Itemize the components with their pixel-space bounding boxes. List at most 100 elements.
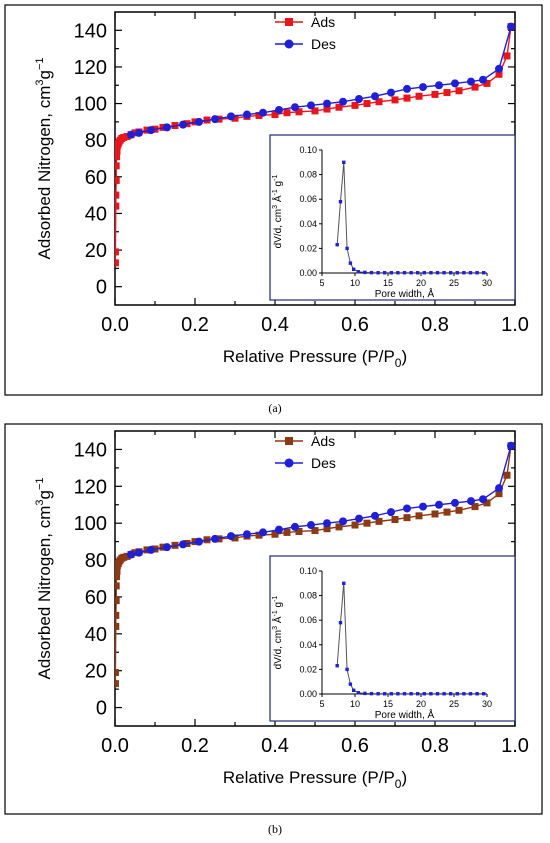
- x-tick-label: 0.6: [341, 735, 369, 757]
- data-point-des: [387, 88, 395, 97]
- inset-data-point: [348, 682, 353, 686]
- x-tick-label: 0.4: [261, 735, 289, 757]
- inset-data-point: [402, 692, 407, 696]
- data-point-des: [179, 540, 187, 549]
- legend-label-des: Des: [311, 36, 336, 52]
- data-point-des: [323, 99, 331, 108]
- data-point-ads: [271, 111, 279, 119]
- data-point-ads: [503, 52, 511, 60]
- inset-data-point: [442, 271, 446, 275]
- data-point-ads: [255, 111, 263, 119]
- y-tick-label: 0: [96, 698, 107, 720]
- data-point-ads: [283, 109, 291, 117]
- data-point-des: [227, 112, 235, 121]
- inset-data-point: [475, 271, 479, 275]
- data-point-des: [495, 484, 503, 493]
- data-point-des: [307, 101, 315, 110]
- inset-data-point: [442, 692, 446, 696]
- data-point-des: [323, 519, 331, 528]
- data-point-ads: [115, 573, 121, 581]
- data-point-des: [179, 120, 187, 129]
- data-point-des: [307, 521, 315, 530]
- inset-data-point: [475, 692, 479, 696]
- y-tick-label: 120: [74, 476, 107, 498]
- panel-a: 0.0 0.2 0.4 0.6 0.8 1.0020406080100120140Rela…: [4, 4, 543, 415]
- x-axis-title-subscript: 0: [395, 777, 402, 791]
- data-point-ads: [283, 528, 291, 536]
- inset-y-tick-label: 0.06: [299, 615, 317, 625]
- inset-y-axis-title-unit: Å: [271, 195, 284, 205]
- x-axis-title-suffix: ): [401, 768, 407, 787]
- inset-data-point: [482, 271, 486, 275]
- x-tick-label: 0.2: [181, 314, 209, 336]
- y-tick-label: 60: [85, 587, 107, 609]
- plot-content: [115, 441, 515, 688]
- data-point-des: [243, 530, 251, 539]
- data-point-ads: [391, 96, 399, 104]
- y-tick-label: 100: [74, 513, 107, 535]
- inset-data-point: [342, 160, 346, 164]
- data-point-ads: [335, 103, 343, 111]
- inset-data-point: [468, 271, 473, 275]
- data-point-des: [163, 123, 171, 132]
- data-point-des: [259, 528, 267, 537]
- inset-data-point: [376, 271, 380, 275]
- inset-y-tick-label: 0.02: [299, 243, 317, 253]
- y-axis-title-unit: g: [35, 70, 54, 79]
- inset-data-point: [351, 267, 356, 272]
- x-tick-label: 0.2: [181, 735, 209, 757]
- x-tick-label: 0.6: [341, 314, 369, 336]
- data-point-ads: [483, 79, 491, 87]
- data-point-des: [211, 115, 219, 124]
- inset-y-tick-label: 0.10: [299, 145, 317, 155]
- data-point-des: [339, 517, 347, 526]
- legend-marker-ads: [285, 437, 293, 445]
- x-axis-title-text: Relative Pressure (P/P: [223, 768, 395, 787]
- data-point-ads: [115, 567, 121, 575]
- inset-data-point: [351, 688, 356, 693]
- data-point-des: [451, 79, 459, 88]
- data-point-des: [435, 500, 443, 509]
- data-point-ads: [335, 523, 343, 531]
- y-tick-label: 100: [74, 94, 107, 116]
- y-axis-title-sup: 3: [34, 500, 46, 506]
- data-point-ads: [455, 87, 463, 95]
- data-point-ads: [231, 534, 239, 542]
- data-point-des: [291, 103, 299, 112]
- plot-content: [115, 22, 515, 267]
- data-point-ads: [115, 622, 120, 630]
- inset-chart: 5 10 15 20 25 30 0.00 0.02 0.04 0.06 0.08 0.10 Pore …: [271, 566, 492, 721]
- data-point-des: [195, 537, 203, 546]
- inset-data-point: [429, 692, 433, 696]
- data-point-ads: [115, 597, 120, 605]
- x-axis-title-suffix: ): [401, 347, 407, 366]
- data-point-ads: [403, 94, 411, 102]
- inset-y-tick-label: 0.00: [299, 689, 317, 699]
- data-point-des: [451, 498, 459, 507]
- inset-data-point: [396, 692, 400, 696]
- data-point-ads: [363, 519, 371, 527]
- inset-y-axis-title-unit: g: [273, 602, 284, 610]
- y-tick-label: 120: [74, 57, 107, 79]
- panel-caption: (a): [268, 401, 281, 415]
- data-point-des: [403, 84, 411, 93]
- data-point-ads: [311, 107, 319, 115]
- data-point-ads: [115, 153, 121, 161]
- inset-data-point: [462, 271, 466, 275]
- data-point-ads: [363, 100, 371, 108]
- y-axis-title-sup: −1: [34, 477, 46, 490]
- inset-x-tick-label: 5: [319, 699, 324, 709]
- data-point-des: [355, 514, 363, 523]
- inset-data-point: [409, 271, 413, 275]
- x-tick-label: 0.8: [421, 735, 449, 757]
- data-point-des: [135, 548, 143, 557]
- x-axis-title: Relative Pressure (P/P0): [223, 347, 407, 370]
- y-tick-label: 60: [85, 167, 107, 189]
- y-axis-title-sup: −1: [34, 57, 46, 70]
- data-point-des: [243, 110, 251, 119]
- data-point-ads: [471, 503, 479, 511]
- data-point-des: [227, 532, 235, 541]
- data-point-ads: [483, 499, 491, 507]
- y-tick-label: 20: [85, 240, 107, 262]
